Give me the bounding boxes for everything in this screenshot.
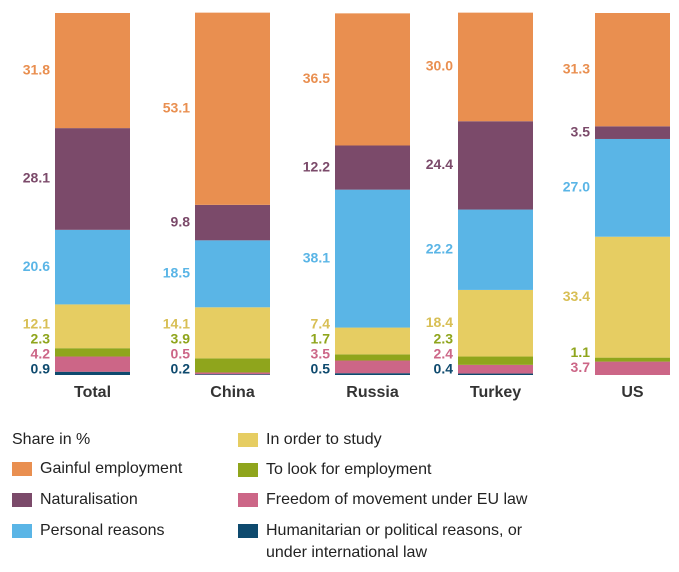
value-label: 36.5 xyxy=(303,70,330,86)
legend-swatch xyxy=(238,433,258,447)
value-label: 38.1 xyxy=(303,249,330,265)
value-label: 7.4 xyxy=(311,316,331,332)
legend-label: Gainful employment xyxy=(40,460,183,477)
legend-label: Personal reasons xyxy=(40,522,165,539)
value-label: 2.3 xyxy=(31,331,51,347)
legend-swatch xyxy=(238,524,258,538)
value-label: 31.3 xyxy=(563,60,590,76)
bar-segment xyxy=(595,357,670,362)
value-label: 0.2 xyxy=(171,361,191,377)
x-tick-label: Total xyxy=(74,384,111,401)
value-label: 0.5 xyxy=(171,346,191,362)
bar-segment xyxy=(458,356,533,365)
bar-segment xyxy=(595,138,670,237)
value-label: 3.5 xyxy=(571,123,591,139)
legend-label: Naturalisation xyxy=(40,491,138,508)
value-label: 0.4 xyxy=(434,361,454,377)
value-label: 20.6 xyxy=(23,258,50,274)
value-label: 18.4 xyxy=(426,314,453,330)
value-label: 14.1 xyxy=(163,316,190,332)
value-label: 53.1 xyxy=(163,99,190,115)
legend-swatch xyxy=(12,524,32,538)
bar-segment xyxy=(55,371,130,375)
bar-segment xyxy=(335,327,410,355)
bar-segment xyxy=(55,128,130,230)
bar-segment xyxy=(335,189,410,328)
bar-segment xyxy=(55,348,130,357)
bar-segment xyxy=(335,145,410,190)
value-label: 3.5 xyxy=(311,346,331,362)
legend-label: Humanitarian or political reasons, or un… xyxy=(266,522,523,561)
value-label: 24.4 xyxy=(426,156,453,172)
bar-segment xyxy=(595,236,670,358)
legend-label: Freedom of movement under EU law xyxy=(266,491,528,508)
bar-segment xyxy=(458,364,533,374)
value-label: 9.8 xyxy=(171,213,191,229)
value-label: 0.9 xyxy=(31,361,51,377)
value-label: 30.0 xyxy=(426,58,453,74)
legend-swatch xyxy=(238,493,258,507)
x-tick-label: Turkey xyxy=(470,384,521,401)
value-label: 33.4 xyxy=(563,288,590,304)
legend-title: Share in % xyxy=(12,431,91,448)
value-label: 28.1 xyxy=(23,170,50,186)
bar-segment xyxy=(458,373,533,375)
legend-swatch xyxy=(12,493,32,507)
bar-segment xyxy=(335,354,410,361)
x-tick-label: China xyxy=(210,384,255,401)
bar-segment xyxy=(195,358,270,373)
bar-segment xyxy=(458,209,533,290)
bar-segment xyxy=(195,204,270,241)
bar-segment xyxy=(335,360,410,374)
legend-label: In order to study xyxy=(266,431,382,448)
bar-segment xyxy=(458,121,533,210)
bar-segment xyxy=(335,373,410,375)
bar-segment xyxy=(195,374,270,375)
bar-segment xyxy=(55,229,130,305)
value-label: 2.3 xyxy=(434,331,454,347)
value-label: 2.4 xyxy=(434,346,454,362)
value-label: 0.5 xyxy=(311,361,331,377)
legend-swatch xyxy=(238,463,258,477)
bar-segment xyxy=(195,372,270,375)
chart: Total0.94.22.312.120.628.131.8China0.20.… xyxy=(23,12,670,401)
bar-segment xyxy=(55,356,130,372)
bar-segment xyxy=(55,304,130,349)
value-label: 4.2 xyxy=(31,346,51,362)
value-label: 1.1 xyxy=(571,344,591,360)
value-label: 12.2 xyxy=(303,158,330,174)
value-label: 3.9 xyxy=(171,331,191,347)
bar-segment xyxy=(195,307,270,359)
bar-segment xyxy=(458,12,533,122)
value-label: 22.2 xyxy=(426,240,453,256)
x-tick-label: Russia xyxy=(346,384,399,401)
x-tick-label: US xyxy=(621,384,644,401)
bar-segment xyxy=(458,289,533,357)
bar-segment xyxy=(595,13,670,127)
legend-label: To look for employment xyxy=(266,461,432,478)
bar-segment xyxy=(195,240,270,308)
value-label: 27.0 xyxy=(563,179,590,195)
bar-segment xyxy=(195,12,270,205)
bar-segment xyxy=(595,126,670,139)
value-label: 1.7 xyxy=(311,331,331,347)
bar-segment xyxy=(335,13,410,146)
value-label: 18.5 xyxy=(163,265,190,281)
bar-segment xyxy=(55,13,130,129)
value-label: 31.8 xyxy=(23,61,50,77)
bar-segment xyxy=(595,361,670,375)
value-label: 3.7 xyxy=(571,359,591,375)
value-label: 12.1 xyxy=(23,316,50,332)
legend-swatch xyxy=(12,462,32,476)
